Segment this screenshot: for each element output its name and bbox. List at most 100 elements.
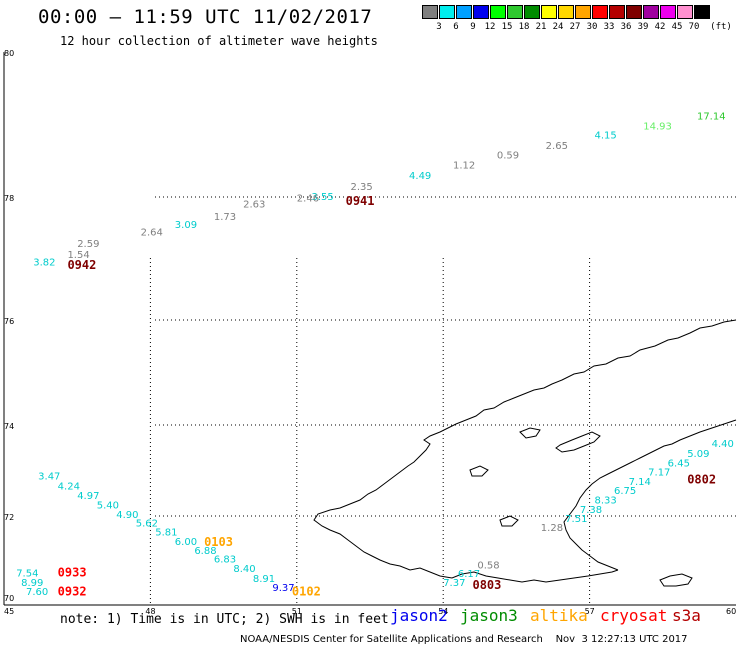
wave-height-value: 7.37 [443,578,465,589]
wave-height-value: 5.62 [136,519,158,530]
vaygach-island [659,573,693,587]
wave-height-value: 5.40 [97,500,119,511]
legend-swatch [592,5,608,19]
legend-label: 3 [436,22,442,32]
wave-height-value: 8.91 [253,574,275,585]
map-border [3,52,736,606]
legend-swatch [456,5,472,19]
satellite-altika: altika [530,606,588,625]
wave-height-value: 6.88 [194,546,216,557]
pass-time-label: 0802 [687,473,716,487]
legend-label: 12 [484,22,496,32]
map-title: 00:00 — 11:59 UTC 11/02/2017 [38,6,373,28]
wave-height-value: 3.09 [175,220,197,231]
legend-label: 18 [518,22,530,32]
pass-time-label: 0803 [472,578,501,592]
wave-height-value: 1.73 [214,212,236,223]
legend-swatch [643,5,659,19]
legend-swatch [575,5,591,19]
legend-label: 6 [453,22,459,32]
legend-label: 33 [603,22,615,32]
legend-label: 9 [470,22,476,32]
pass-time-label: 0932 [58,585,87,599]
wave-height-value: 14.93 [643,122,672,133]
wave-height-value: 4.40 [712,439,734,450]
novaya-zemlya-north-coast [313,319,737,583]
wave-height-value: 6.83 [214,555,236,566]
legend-swatch [524,5,540,19]
satellite-s3a: s3a [672,606,701,625]
legend-swatch [490,5,506,19]
wave-height-value: 5.09 [687,449,709,460]
pass-time-labels: 0941 0942 0103 0102 0933 0932 0803 0802 [58,194,716,599]
wave-height-value: 8.33 [594,495,616,506]
wave-height-value: 1.54 [67,250,89,261]
lat-lon-grid: 80 78 76 74 72 70 45 48 51 54 57 60 [4,49,736,616]
wave-height-value: 2.46 [297,193,319,204]
lon-tick-label: 51 [292,607,302,616]
legend-label: 15 [501,22,513,32]
lat-tick-label: 80 [4,49,14,58]
wave-height-value: 3.55 [311,192,333,203]
credit-line: NOAA/NESDIS Center for Satellite Applica… [240,634,688,645]
pass-time-label: 0933 [58,566,87,580]
legend-label: 42 [654,22,666,32]
inlet-south [499,515,519,527]
wave-height-value: 0.58 [477,561,499,572]
wave-height-value: 8.40 [233,564,255,575]
wave-height-value: 7.38 [580,505,602,516]
wave-height-value: 8.99 [21,578,43,589]
wave-height-value: 2.63 [243,199,265,210]
wave-height-value: 4.90 [116,510,138,521]
wave-height-value: 1.12 [453,161,475,172]
legend-swatch [626,5,642,19]
legend-label: 24 [552,22,564,32]
wave-height-observations: 17.1414.934.152.650.591.124.492.353.552.… [16,111,734,598]
wave-height-value: 0.59 [497,151,519,162]
inlet-west [469,465,489,477]
legend-swatch [507,5,523,19]
wave-height-value: 4.15 [594,130,616,141]
wave-height-value: 5.81 [155,528,177,539]
pass-time-label: 0103 [204,535,233,549]
lat-tick-label: 72 [4,513,14,522]
footnote: note: 1) Time is in UTC; 2) SWH is in fe… [60,612,389,627]
lat-tick-label: 70 [4,594,14,603]
lon-tick-label: 60 [726,607,736,616]
satellite-jason2: jason2 [390,606,448,625]
satellite-cryosat: cryosat [600,606,668,625]
legend-label: 36 [620,22,632,32]
wave-height-value: 7.51 [565,514,587,525]
matochkin-shar-strait [555,431,601,453]
legend-swatch [439,5,455,19]
wave-height-value: 4.97 [77,491,99,502]
wave-height-value: 6.45 [668,458,690,469]
wave-height-value: 6.17 [458,569,480,580]
legend-label: 45 [671,22,683,32]
legend-label: 30 [586,22,598,32]
pass-time-label: 0102 [292,585,321,599]
map-subtitle: 12 hour collection of altimeter wave hei… [60,34,378,48]
legend-swatch [558,5,574,19]
legend-swatch [541,5,557,19]
lon-tick-label: 48 [145,607,155,616]
legend-swatch [660,5,676,19]
wave-height-value: 2.59 [77,239,99,250]
coastline [313,319,737,587]
legend-swatch [609,5,625,19]
wave-height-value: 6.00 [175,537,197,548]
lat-tick-label: 78 [4,194,14,203]
lon-tick-label: 57 [585,607,595,616]
wave-height-value: 1.28 [541,523,563,534]
legend-label: 70 [688,22,700,32]
wave-height-value: 17.14 [697,111,726,122]
legend-swatch [694,5,710,19]
wave-height-value: 7.17 [648,468,670,479]
pass-time-label: 0941 [346,194,375,208]
legend-swatch [422,5,438,19]
pass-time-label: 0942 [67,258,96,272]
wave-height-value: 2.64 [141,228,163,239]
wave-height-value: 4.24 [58,482,80,493]
lat-tick-label: 74 [4,422,14,431]
wave-height-value: 3.47 [38,472,60,483]
